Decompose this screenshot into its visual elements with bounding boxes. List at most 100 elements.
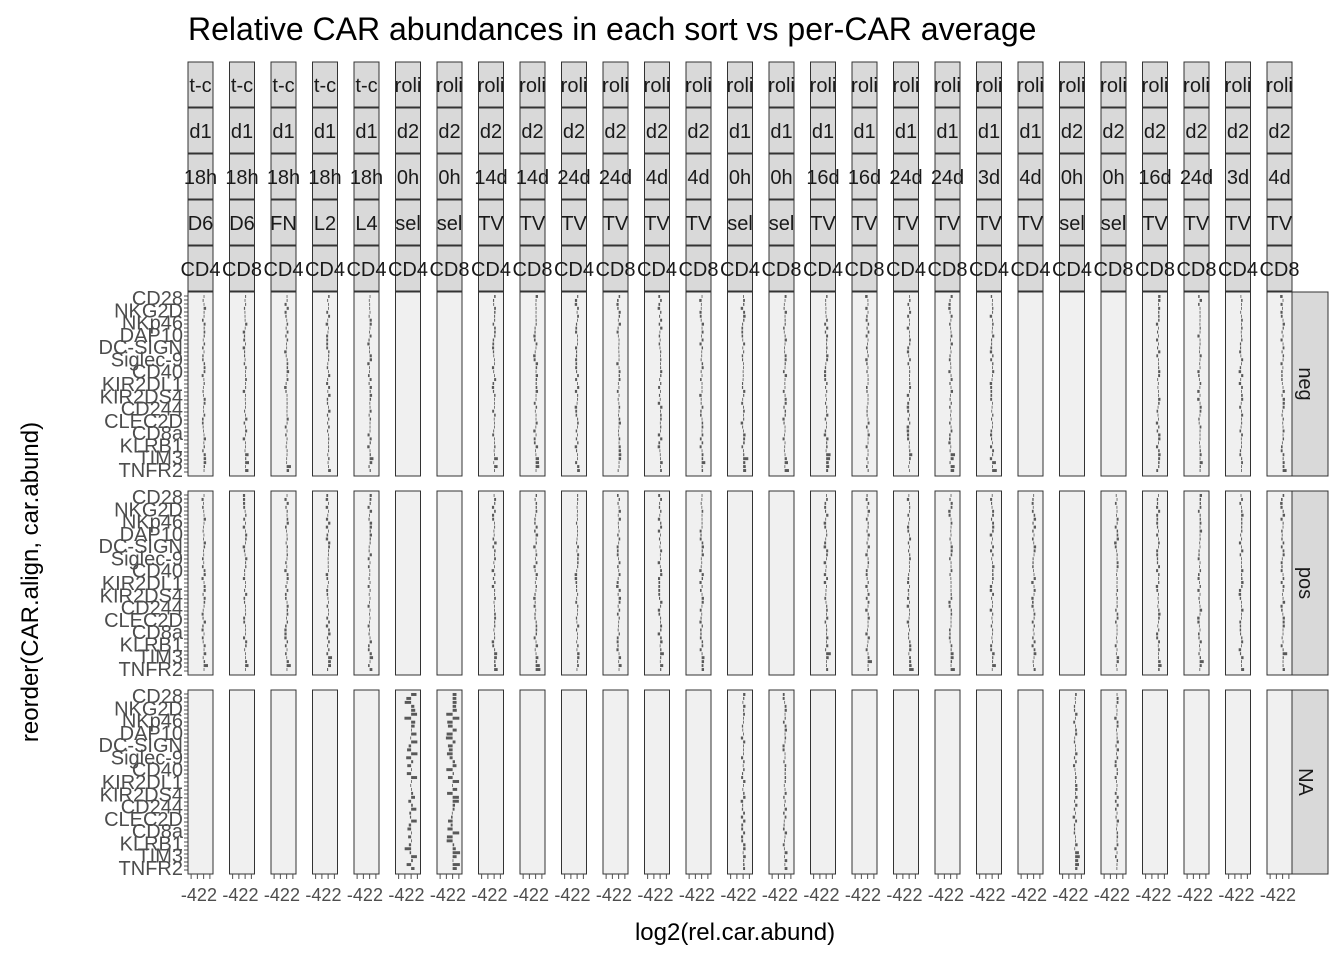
bar <box>823 561 827 565</box>
bar <box>1158 326 1159 330</box>
bar <box>1199 330 1201 334</box>
bar <box>908 636 910 640</box>
bar <box>784 334 786 338</box>
bar <box>1199 561 1201 565</box>
bar <box>1158 628 1160 632</box>
bar <box>535 525 538 529</box>
bar <box>701 521 703 525</box>
facet-panel <box>561 490 587 676</box>
bar <box>867 604 869 608</box>
bar <box>784 457 787 461</box>
bar <box>245 632 246 636</box>
facet-strip <box>1059 61 1085 108</box>
facet-strip-label: CD4 <box>1010 259 1050 281</box>
bar <box>368 592 370 596</box>
bar <box>368 545 370 549</box>
bar <box>1114 764 1117 768</box>
bar <box>1116 557 1118 561</box>
facet-strip <box>312 199 338 246</box>
bar <box>659 449 661 453</box>
bar <box>1115 704 1117 708</box>
bar <box>1116 668 1118 671</box>
bar <box>1199 628 1201 632</box>
bar <box>701 545 704 549</box>
bar <box>699 588 702 592</box>
facet-strip-label: TV <box>1267 213 1293 235</box>
bar <box>950 561 952 565</box>
bar <box>741 756 744 760</box>
bar <box>1072 764 1076 768</box>
bar <box>328 541 331 545</box>
bar <box>245 378 247 382</box>
bar <box>784 350 786 354</box>
bar <box>245 513 247 517</box>
bar <box>1241 604 1242 608</box>
bar <box>950 366 952 370</box>
bar <box>659 397 661 401</box>
bar <box>1116 780 1117 783</box>
bar <box>286 469 290 472</box>
bar <box>1282 624 1285 628</box>
bar <box>867 393 869 397</box>
bar <box>866 413 868 417</box>
bar <box>244 397 246 401</box>
facet-strip <box>229 153 255 200</box>
bar <box>1198 295 1200 298</box>
bar <box>577 457 578 461</box>
bar <box>992 469 997 472</box>
facet-strip <box>1017 153 1044 200</box>
bar <box>1199 604 1201 608</box>
bar <box>328 405 329 409</box>
bar <box>535 318 537 322</box>
facet-strip-label: t-c <box>231 75 253 97</box>
bar <box>1116 819 1119 823</box>
bar <box>660 437 663 441</box>
bar <box>242 330 246 334</box>
bar <box>1033 553 1035 557</box>
bar <box>743 465 746 469</box>
bar <box>534 557 536 561</box>
bar <box>242 525 246 529</box>
bar <box>244 588 246 592</box>
bar <box>1282 326 1284 330</box>
bar <box>992 374 993 378</box>
bar <box>201 497 204 501</box>
bar <box>699 636 702 640</box>
facet-panel <box>353 490 380 676</box>
bar <box>244 358 246 362</box>
bar <box>203 652 207 656</box>
bar <box>1240 378 1242 382</box>
bar <box>743 342 746 346</box>
facet-panel <box>1225 291 1251 477</box>
bar <box>701 389 703 393</box>
bar <box>535 620 537 624</box>
bar <box>494 330 496 334</box>
y-tick-label: DC-SIGN <box>99 337 183 359</box>
bar <box>1241 525 1243 529</box>
bar <box>286 465 291 469</box>
bar <box>990 397 993 401</box>
facet-strip-label: 24d <box>599 167 632 189</box>
bar <box>699 393 702 397</box>
bar <box>950 334 953 338</box>
bar <box>866 541 868 545</box>
facet-panel <box>353 689 380 875</box>
bar <box>992 632 993 636</box>
facet-strip <box>519 61 546 108</box>
bar <box>535 465 540 469</box>
bar <box>286 529 288 533</box>
bar <box>825 306 827 310</box>
bar <box>992 310 994 314</box>
bar <box>285 389 287 393</box>
bar <box>534 592 536 596</box>
bar <box>447 791 453 795</box>
facet-panel <box>685 291 712 477</box>
bar <box>784 397 787 401</box>
bar <box>452 708 457 712</box>
bar <box>1158 314 1160 318</box>
bar <box>534 350 536 354</box>
bar <box>1033 592 1035 596</box>
facet-strip-label: t-c <box>272 75 294 97</box>
bar <box>1241 441 1242 445</box>
bar <box>245 521 246 525</box>
